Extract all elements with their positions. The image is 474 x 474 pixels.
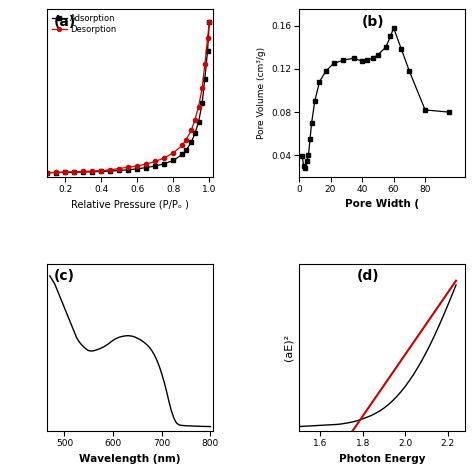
Desorption: [196, 104, 201, 109]
Adsorption: [117, 168, 122, 173]
Desorption: [205, 36, 210, 41]
X-axis label: Relative Pressure (P/Pₒ ): Relative Pressure (P/Pₒ ): [71, 199, 189, 209]
Desorption: [126, 164, 131, 170]
Text: (d): (d): [357, 269, 380, 283]
Desorption: [180, 143, 185, 148]
Text: (a): (a): [54, 15, 76, 28]
Desorption: [54, 170, 59, 175]
Adsorption: [54, 170, 59, 175]
X-axis label: Photon Energy: Photon Energy: [338, 454, 425, 464]
Desorption: [171, 150, 176, 155]
Adsorption: [189, 139, 194, 145]
Text: (c): (c): [54, 269, 75, 283]
Desorption: [99, 168, 104, 173]
Text: (b): (b): [362, 15, 384, 28]
Legend: Adsorption, Desorption: Adsorption, Desorption: [52, 14, 116, 34]
Desorption: [183, 137, 189, 143]
Adsorption: [202, 76, 208, 82]
Y-axis label: Pore Volume (cm³/g): Pore Volume (cm³/g): [257, 47, 265, 139]
Adsorption: [108, 168, 113, 174]
Adsorption: [63, 170, 68, 175]
Desorption: [192, 117, 198, 122]
Adsorption: [171, 158, 176, 164]
Desorption: [153, 159, 158, 164]
Adsorption: [199, 100, 205, 106]
Adsorption: [162, 161, 167, 166]
Adsorption: [126, 167, 131, 173]
Adsorption: [99, 169, 104, 174]
X-axis label: Wavelength (nm): Wavelength (nm): [80, 454, 181, 464]
Adsorption: [183, 147, 189, 153]
Adsorption: [205, 48, 210, 54]
Desorption: [36, 170, 41, 176]
Line: Adsorption: Adsorption: [36, 21, 211, 175]
Desorption: [72, 169, 77, 174]
Adsorption: [180, 152, 185, 157]
Adsorption: [135, 166, 140, 172]
X-axis label: Pore Width (: Pore Width (: [345, 199, 419, 209]
Adsorption: [153, 163, 158, 169]
Adsorption: [81, 169, 86, 175]
Desorption: [207, 19, 212, 25]
Desorption: [162, 155, 167, 161]
Line: Desorption: Desorption: [36, 20, 211, 175]
Desorption: [90, 168, 95, 174]
Adsorption: [90, 169, 95, 174]
Adsorption: [45, 170, 50, 175]
Desorption: [81, 169, 86, 174]
Adsorption: [36, 170, 41, 176]
Adsorption: [196, 119, 201, 125]
Y-axis label: (aE)²: (aE)²: [283, 334, 293, 361]
Adsorption: [207, 19, 212, 25]
Desorption: [189, 128, 194, 133]
Adsorption: [72, 169, 77, 175]
Desorption: [117, 166, 122, 172]
Desorption: [202, 61, 208, 67]
Desorption: [135, 163, 140, 169]
Adsorption: [192, 130, 198, 136]
Desorption: [144, 161, 149, 167]
Desorption: [108, 167, 113, 173]
Desorption: [199, 85, 205, 91]
Desorption: [45, 170, 50, 175]
Desorption: [63, 169, 68, 175]
Adsorption: [144, 164, 149, 170]
